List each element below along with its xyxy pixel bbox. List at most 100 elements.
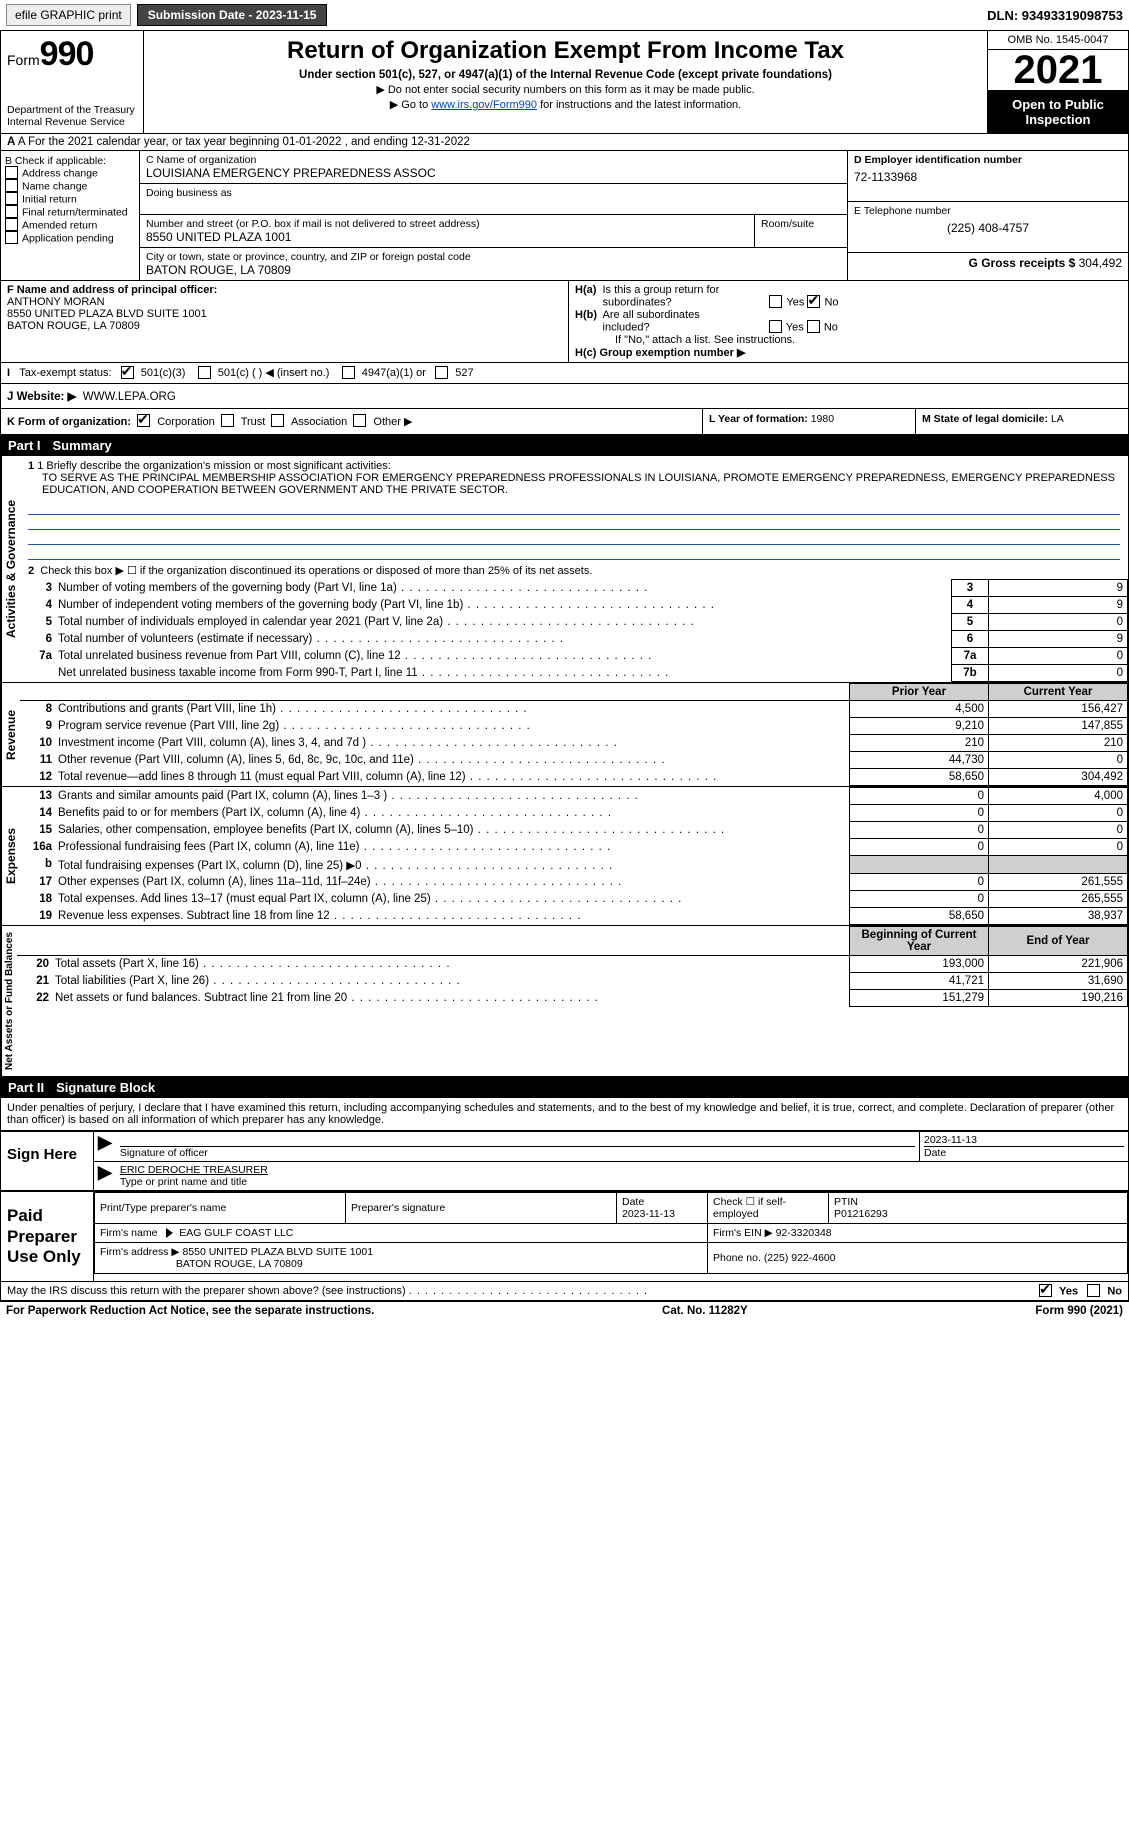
cb-final-return[interactable] — [5, 205, 18, 218]
box-m-label: M State of legal domicile: — [922, 413, 1048, 425]
cb-amended[interactable] — [5, 218, 18, 231]
firm-phone: (225) 922-4600 — [764, 1252, 836, 1264]
lbl-other: Other ▶ — [373, 416, 412, 428]
rev-table: Prior YearCurrent Year 8Contributions an… — [20, 683, 1128, 786]
box-g-label: G Gross receipts $ — [969, 256, 1076, 270]
firm-name-label: Firm's name — [100, 1227, 157, 1239]
mission-lines — [20, 500, 1128, 560]
subtitle-1: Under section 501(c), 527, or 4947(a)(1)… — [152, 69, 979, 81]
sign-here-block: Sign Here ▶ Signature of officer 2023-11… — [0, 1130, 1129, 1191]
dln-label: DLN: 93493319098753 — [987, 8, 1123, 23]
hb-note: If "No," attach a list. See instructions… — [575, 334, 1122, 346]
prep-date-lbl: Date — [622, 1196, 644, 1208]
cb-trust[interactable] — [221, 414, 234, 427]
hb-yes-lbl: Yes — [786, 321, 804, 333]
gross-receipts: 304,492 — [1079, 256, 1122, 270]
side-netassets: Net Assets or Fund Balances — [1, 926, 17, 1076]
part1-title: Summary — [53, 438, 112, 453]
may-no-lbl: No — [1107, 1286, 1122, 1298]
phone-value: (225) 408-4757 — [854, 217, 1122, 235]
dba-label: Doing business as — [146, 187, 841, 199]
ha-yes[interactable] — [769, 295, 782, 308]
mission-text: TO SERVE AS THE PRINCIPAL MEMBERSHIP ASS… — [28, 472, 1120, 496]
block-bcdeg: B Check if applicable: Address change Na… — [0, 151, 1129, 281]
cb-address-change[interactable] — [5, 166, 18, 179]
exp-table: 13Grants and similar amounts paid (Part … — [20, 787, 1128, 925]
cb-501c[interactable] — [198, 366, 211, 379]
lbl-initial-return: Initial return — [22, 193, 77, 205]
may-no[interactable] — [1087, 1284, 1100, 1297]
hb-yes[interactable] — [769, 320, 782, 333]
side-expenses: Expenses — [1, 787, 20, 925]
ha-no[interactable] — [807, 295, 820, 308]
paid-preparer-block: Paid Preparer Use Only Print/Type prepar… — [0, 1191, 1129, 1282]
hdr-prior: Prior Year — [850, 684, 989, 701]
side-governance: Activities & Governance — [1, 456, 20, 682]
firm-addr1: 8550 UNITED PLAZA BLVD SUITE 1001 — [182, 1246, 373, 1258]
tax-year: 2021 — [988, 50, 1128, 91]
may-yes[interactable] — [1039, 1284, 1052, 1297]
row-klm: K Form of organization: Corporation Trus… — [0, 409, 1129, 436]
cb-assoc[interactable] — [271, 414, 284, 427]
state-domicile: LA — [1051, 413, 1064, 425]
ha-no-lbl: No — [824, 296, 838, 308]
open-public-badge: Open to Public Inspection — [988, 91, 1128, 133]
form-number: Form990 — [7, 35, 137, 74]
form-header: Form990 Department of the Treasury Inter… — [0, 31, 1129, 134]
part2-header: Part II Signature Block — [0, 1077, 1129, 1098]
prep-date: 2023-11-13 — [622, 1208, 675, 1220]
gov-table: 3Number of voting members of the governi… — [20, 579, 1128, 682]
box-l-label: L Year of formation: — [709, 413, 808, 425]
cb-name-change[interactable] — [5, 179, 18, 192]
box-f-label: F Name and address of principal officer: — [7, 284, 217, 296]
lbl-501c: 501(c) ( ) ◀ (insert no.) — [218, 367, 330, 379]
page-footer: For Paperwork Reduction Act Notice, see … — [0, 1301, 1129, 1320]
part1-body: Activities & Governance 1 1 Briefly desc… — [0, 456, 1129, 1077]
subtitle-3: ▶ Go to www.irs.gov/Form990 for instruct… — [152, 98, 979, 111]
penalty-text: Under penalties of perjury, I declare th… — [0, 1098, 1129, 1130]
street-value: 8550 UNITED PLAZA 1001 — [146, 230, 748, 244]
hdr-current: Current Year — [989, 684, 1128, 701]
box-k-label: K Form of organization: — [7, 416, 131, 428]
hc-label: H(c) Group exemption number ▶ — [575, 347, 745, 359]
cb-527[interactable] — [435, 366, 448, 379]
cb-app-pending[interactable] — [5, 231, 18, 244]
period-text: A For the 2021 calendar year, or tax yea… — [18, 136, 470, 148]
arrow-icon: ▶ — [94, 1162, 116, 1190]
hb-no[interactable] — [807, 320, 820, 333]
hb-no-lbl: No — [824, 321, 838, 333]
goto-pre: ▶ Go to — [390, 99, 431, 111]
prep-name-label: Print/Type preparer's name — [95, 1193, 346, 1224]
row-i: I Tax-exempt status: 501(c)(3) 501(c) ( … — [0, 363, 1129, 384]
part2-label: Part II — [8, 1080, 44, 1095]
irs-link[interactable]: www.irs.gov/Form990 — [431, 99, 537, 111]
street-label: Number and street (or P.O. box if mail i… — [146, 218, 748, 230]
cb-other[interactable] — [353, 414, 366, 427]
website-label: J Website: ▶ — [7, 391, 76, 403]
footer-right: Form 990 (2021) — [1035, 1305, 1123, 1317]
sig-name-label: Type or print name and title — [120, 1176, 1124, 1188]
form-prefix: Form — [7, 52, 40, 68]
firm-ein: 92-3320348 — [776, 1227, 832, 1239]
mission-label: 1 Briefly describe the organization's mi… — [37, 460, 391, 472]
lbl-app-pending: Application pending — [22, 232, 114, 244]
city-value: BATON ROUGE, LA 70809 — [146, 263, 841, 277]
org-name: LOUISIANA EMERGENCY PREPAREDNESS ASSOC — [146, 166, 841, 180]
cb-501c3[interactable] — [121, 366, 134, 379]
arrow-icon: ▶ — [94, 1132, 116, 1161]
cb-initial-return[interactable] — [5, 192, 18, 205]
cb-4947[interactable] — [342, 366, 355, 379]
officer-addr2: BATON ROUGE, LA 70809 — [7, 320, 562, 332]
ha-yes-lbl: Yes — [786, 296, 804, 308]
ptin-value: P01216293 — [834, 1208, 888, 1220]
cb-corp[interactable] — [137, 414, 150, 427]
hdr-end: End of Year — [989, 927, 1128, 956]
firm-name: EAG GULF COAST LLC — [179, 1227, 293, 1239]
hdr-begin: Beginning of Current Year — [850, 927, 989, 956]
lbl-501c3: 501(c)(3) — [141, 367, 186, 379]
lbl-527: 527 — [455, 367, 473, 379]
submission-date-button[interactable]: Submission Date - 2023-11-15 — [137, 4, 328, 26]
lbl-corp: Corporation — [157, 416, 214, 428]
year-formation: 1980 — [811, 413, 834, 425]
subtitle-2: ▶ Do not enter social security numbers o… — [152, 83, 979, 96]
